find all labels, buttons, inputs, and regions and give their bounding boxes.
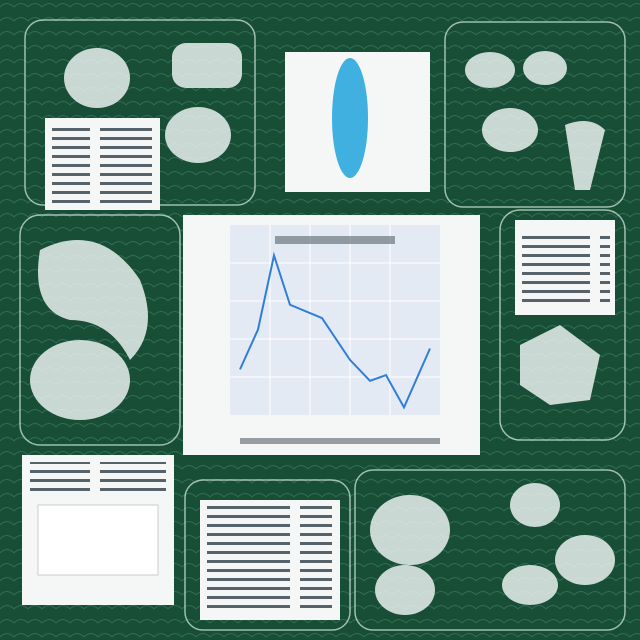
illustrations [30,43,615,615]
text-cards [22,52,615,620]
chart-card [183,215,480,455]
data-line [239,251,431,410]
